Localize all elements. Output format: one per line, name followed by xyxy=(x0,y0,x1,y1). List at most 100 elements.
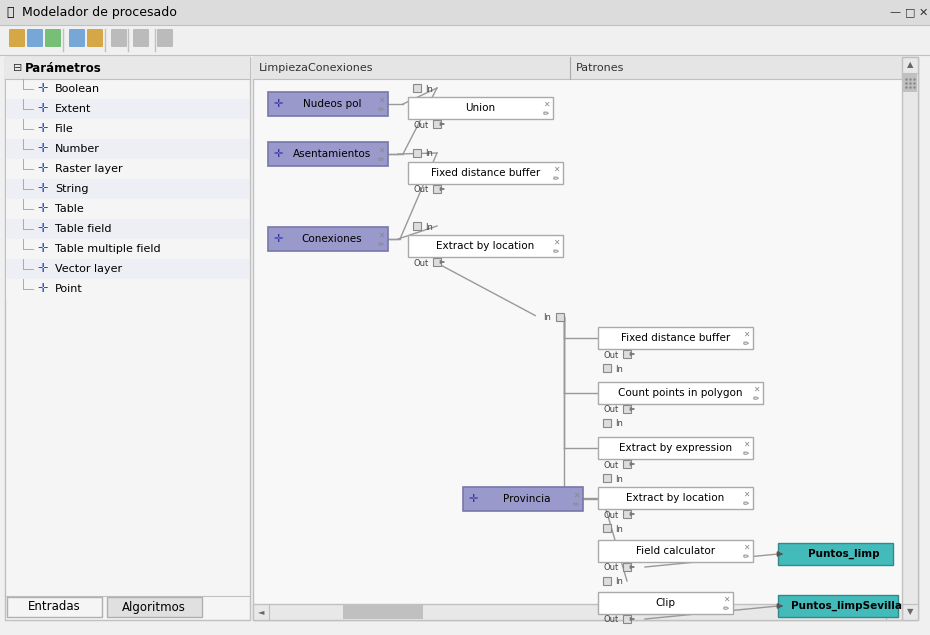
Text: Extract by expression: Extract by expression xyxy=(619,443,732,453)
FancyBboxPatch shape xyxy=(603,364,611,372)
FancyBboxPatch shape xyxy=(463,487,583,511)
Text: Count points in polygon: Count points in polygon xyxy=(618,388,743,398)
Text: ▲: ▲ xyxy=(907,60,913,69)
Text: In: In xyxy=(615,525,623,533)
FancyBboxPatch shape xyxy=(0,25,930,55)
FancyBboxPatch shape xyxy=(45,29,61,47)
Text: Out: Out xyxy=(603,511,618,519)
Text: Provincia: Provincia xyxy=(503,494,551,504)
Text: ✕: ✕ xyxy=(918,8,928,18)
Text: Entradas: Entradas xyxy=(28,601,80,613)
FancyBboxPatch shape xyxy=(6,199,249,219)
FancyBboxPatch shape xyxy=(902,57,918,620)
Text: Modelador de procesado: Modelador de procesado xyxy=(22,6,177,19)
Text: ✛: ✛ xyxy=(38,83,48,95)
Text: Parámetros: Parámetros xyxy=(25,62,101,74)
Text: ✕: ✕ xyxy=(573,491,579,500)
Text: Fixed distance buffer: Fixed distance buffer xyxy=(431,168,540,178)
Text: —: — xyxy=(889,8,900,18)
FancyBboxPatch shape xyxy=(157,29,173,47)
Text: Patrones: Patrones xyxy=(576,63,624,73)
Text: ✕: ✕ xyxy=(723,595,729,604)
Text: ✕: ✕ xyxy=(378,231,384,240)
FancyBboxPatch shape xyxy=(87,29,103,47)
FancyBboxPatch shape xyxy=(413,84,421,92)
Text: Number: Number xyxy=(55,144,100,154)
FancyBboxPatch shape xyxy=(623,460,631,468)
FancyBboxPatch shape xyxy=(413,222,421,230)
Text: Out: Out xyxy=(603,351,618,359)
Text: File: File xyxy=(55,124,73,134)
Text: In: In xyxy=(425,222,432,232)
Text: In: In xyxy=(425,84,432,93)
Text: ◄: ◄ xyxy=(258,608,264,617)
FancyBboxPatch shape xyxy=(778,543,893,565)
Text: ✛: ✛ xyxy=(38,222,48,236)
Text: ✕: ✕ xyxy=(552,165,559,174)
Text: 🌿: 🌿 xyxy=(6,6,14,19)
Text: ►: ► xyxy=(891,608,897,617)
FancyBboxPatch shape xyxy=(6,239,249,259)
Text: ✕: ✕ xyxy=(743,440,749,449)
FancyBboxPatch shape xyxy=(111,29,127,47)
FancyBboxPatch shape xyxy=(5,57,250,620)
Text: ✏: ✏ xyxy=(752,393,759,402)
Text: Field calculator: Field calculator xyxy=(636,546,715,556)
Text: ✏: ✏ xyxy=(552,246,559,255)
Text: ✏: ✏ xyxy=(723,603,729,612)
Text: ✏: ✏ xyxy=(378,154,384,163)
Text: Table multiple field: Table multiple field xyxy=(55,244,161,254)
FancyBboxPatch shape xyxy=(69,29,85,47)
Text: In: In xyxy=(615,364,623,373)
FancyBboxPatch shape xyxy=(0,0,930,25)
FancyBboxPatch shape xyxy=(623,563,631,571)
Text: ✕: ✕ xyxy=(378,96,384,105)
FancyBboxPatch shape xyxy=(903,74,917,92)
Text: ✏: ✏ xyxy=(378,104,384,113)
Text: ✛: ✛ xyxy=(38,142,48,156)
Text: Puntos_limp: Puntos_limp xyxy=(807,549,879,559)
Text: Boolean: Boolean xyxy=(55,84,100,94)
Text: ✛: ✛ xyxy=(38,283,48,295)
Text: Asentamientos: Asentamientos xyxy=(293,149,371,159)
Text: In: In xyxy=(425,149,432,159)
FancyBboxPatch shape xyxy=(268,227,388,251)
Text: ✕: ✕ xyxy=(752,385,759,394)
Text: ✏: ✏ xyxy=(552,173,559,182)
FancyBboxPatch shape xyxy=(6,139,249,159)
Text: Nudeos pol: Nudeos pol xyxy=(303,99,361,109)
Text: String: String xyxy=(55,184,88,194)
Text: ⊟: ⊟ xyxy=(13,63,22,73)
Text: Raster layer: Raster layer xyxy=(55,164,123,174)
Text: ✕: ✕ xyxy=(378,146,384,155)
FancyBboxPatch shape xyxy=(133,29,149,47)
Text: Out: Out xyxy=(413,121,428,130)
Text: Puntos_limpSevilla: Puntos_limpSevilla xyxy=(790,601,901,611)
FancyBboxPatch shape xyxy=(778,595,898,617)
Text: Clip: Clip xyxy=(656,598,675,608)
FancyBboxPatch shape xyxy=(6,259,249,279)
Text: ✛: ✛ xyxy=(38,163,48,175)
FancyBboxPatch shape xyxy=(9,29,25,47)
FancyBboxPatch shape xyxy=(603,419,611,427)
FancyBboxPatch shape xyxy=(6,79,249,99)
Text: ✛: ✛ xyxy=(38,102,48,116)
Text: ✕: ✕ xyxy=(552,238,559,247)
FancyBboxPatch shape xyxy=(623,615,631,623)
FancyBboxPatch shape xyxy=(603,524,611,532)
Text: Out: Out xyxy=(413,258,428,267)
FancyBboxPatch shape xyxy=(408,162,563,184)
Text: Conexiones: Conexiones xyxy=(301,234,363,244)
Text: Out: Out xyxy=(413,185,428,194)
Text: ✕: ✕ xyxy=(542,100,549,109)
Text: ✛: ✛ xyxy=(38,243,48,255)
Text: In: In xyxy=(615,474,623,483)
FancyBboxPatch shape xyxy=(408,97,553,119)
FancyBboxPatch shape xyxy=(433,185,441,193)
FancyBboxPatch shape xyxy=(623,350,631,358)
Text: ✛: ✛ xyxy=(38,203,48,215)
FancyBboxPatch shape xyxy=(598,592,733,614)
FancyBboxPatch shape xyxy=(253,57,918,620)
Text: ✕: ✕ xyxy=(743,330,749,339)
FancyBboxPatch shape xyxy=(6,159,249,179)
